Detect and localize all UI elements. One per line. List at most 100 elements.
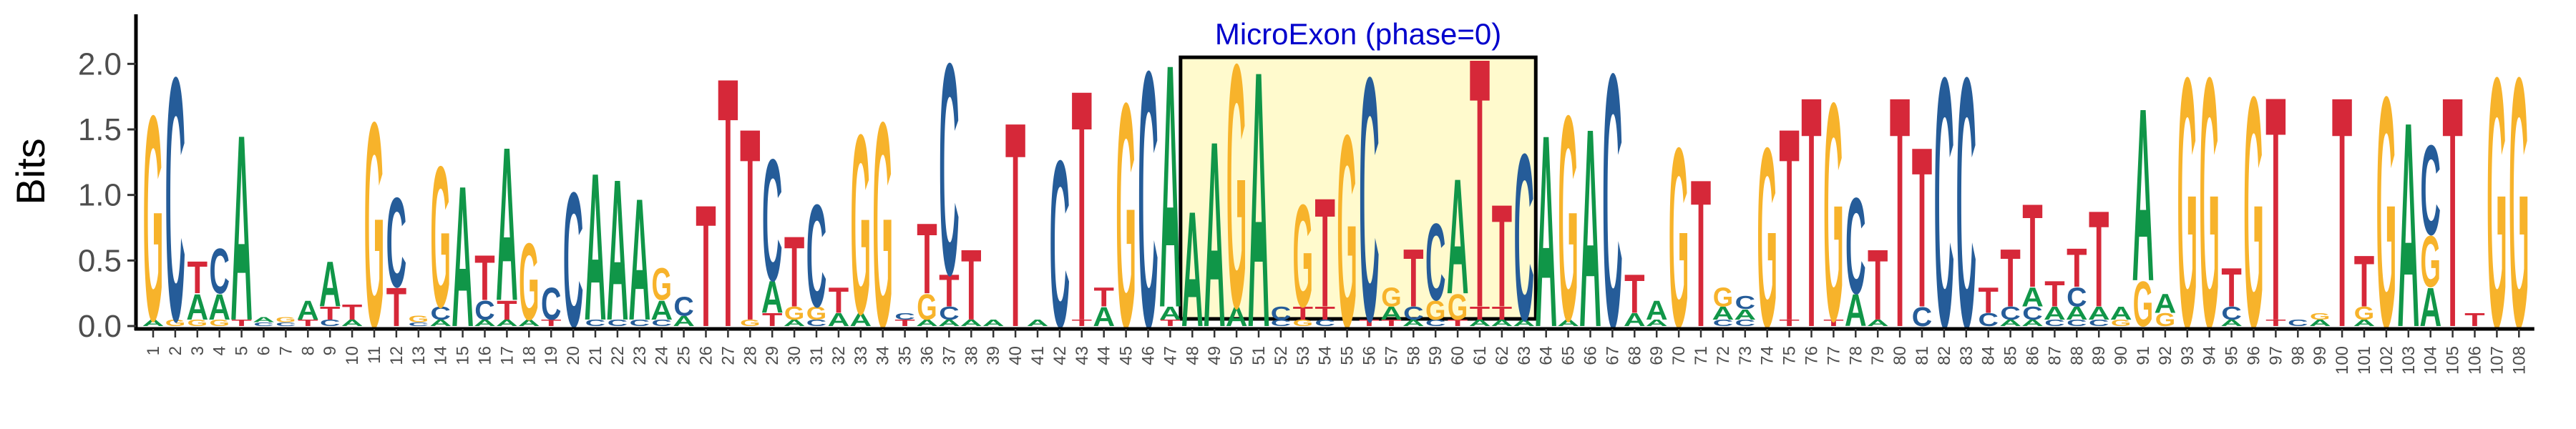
x-tick-label: 54 [1316,346,1335,365]
x-tick-label: 90 [2112,346,2131,365]
logo-letter-a: A [585,129,607,365]
logo-letter-g: G [2420,221,2440,303]
x-tick-label: 23 [630,346,650,365]
logo-letter-t: T [2044,274,2065,315]
logo-letter-a: A [1226,301,1248,332]
x-tick-label: 78 [1846,346,1865,365]
x-tick-label: 31 [807,346,826,365]
logo-letter-g: G [165,317,185,327]
logo-letter-a: A [2088,303,2110,323]
logo-letter-a: A [1513,318,1535,328]
logo-letter-g: G [1713,282,1733,312]
x-tick-label: 30 [785,346,804,365]
x-tick-label: 68 [1625,346,1644,365]
x-tick-label: 27 [718,346,738,365]
logo-letter-a: A [2021,318,2044,328]
x-ticks: 1 2 3 4 5 6 7 8 9 10 11 12 13 14 15 16 17 18 19 20 21 22 23 24 2… [144,329,2529,375]
logo-letter-c: C [1314,318,1335,328]
logo-letter-c: C [320,318,340,328]
logo-letter-g: G [2243,29,2263,397]
logo-letter-t: T [2000,232,2020,325]
logo-letter-t: T [784,216,804,328]
y-tick-label: 1.5 [78,112,122,147]
x-tick-label: 69 [1647,346,1667,365]
logo-letter-t: T [1779,71,1799,378]
logo-letter-c: C [1934,4,1954,403]
x-tick-label: 73 [1736,346,1755,365]
logo-letter-g: G [430,124,450,350]
x-tick-label: 81 [1913,346,1932,365]
logo-letter-g: G [1226,0,1246,381]
logo-letter-a: A [2220,318,2243,328]
logo-letter-a: A [2044,303,2066,323]
x-tick-label: 102 [2377,346,2396,375]
logo-letter-g: G [1448,287,1468,327]
logo-letter-t: T [1470,303,1490,324]
logo-letter-a: A [1491,318,1513,328]
x-tick-label: 46 [1139,346,1158,365]
x-tick-label: 13 [409,346,429,365]
x-tick-label: 61 [1470,346,1490,365]
logo-letter-g: G [275,315,296,323]
x-tick-label: 63 [1515,346,1534,365]
logo-letter-c: C [2089,318,2109,328]
logo-letter-t: T [2332,29,2352,397]
highlight-layer: MicroExon (phase=0) [1179,17,1538,321]
logo-letter-t: T [1823,318,1844,328]
x-tick-label: 87 [2045,346,2064,365]
logo-letter-t: T [1890,29,1910,397]
x-tick-label: 106 [2466,346,2485,375]
x-tick-label: 14 [431,346,451,365]
logo-letter-a: A [1557,318,1579,328]
x-tick-label: 99 [2311,346,2330,365]
x-tick-label: 55 [1338,346,1357,365]
logo-letter-g: G [784,302,804,323]
logo-letter-c: C [430,303,450,324]
x-tick-label: 25 [675,346,694,365]
logo-letter-a: A [2353,318,2376,328]
logo-letter-t: T [2464,310,2484,330]
x-tick-label: 20 [564,346,583,365]
logo-letter-c: C [1403,303,1423,324]
logo-letter-g: G [2487,4,2507,403]
logo-letter-a: A [2066,303,2088,323]
x-tick-label: 91 [2134,346,2153,365]
logo-letter-a: A [828,310,850,330]
logo-letter-a: A [650,295,673,326]
logo-letter-t: T [1314,167,1335,340]
logo-letter-t: T [894,318,915,328]
logo-letter-t: T [1978,281,1999,322]
logo-letter-a: A [474,318,496,328]
logo-letter-t: T [1314,303,1335,324]
x-tick-label: 39 [984,346,1003,365]
x-tick-label: 10 [343,346,362,365]
logo-letter-t: T [320,303,340,324]
logo-letter-t: T [1868,230,1888,342]
logo-letter-c: C [630,318,650,328]
logo-letter-g: G [851,81,871,368]
x-tick-label: 37 [940,346,959,365]
logo-letter-c: C [894,312,914,322]
logo-letter-t: T [1779,318,1800,328]
logo-letter-c: C [275,321,296,327]
logo-letter-t: T [2221,258,2242,319]
logo-letter-a: A [2397,61,2419,389]
logo-letter-t: T [1359,318,1380,328]
logo-letter-c: C [474,295,494,325]
y-tick-label: 1.0 [78,178,122,213]
logo-letter-t: T [718,4,738,403]
logo-letter-t: T [917,203,937,315]
x-tick-label: 52 [1272,346,1291,365]
x-tick-label: 29 [763,346,782,365]
x-tick-label: 74 [1758,346,1777,365]
logo-letter-t: T [829,281,849,322]
logo-letter-g: G [187,317,208,327]
x-tick-label: 88 [2067,346,2087,365]
logo-letter-c: C [1713,318,1733,328]
logo-letter-g: G [1116,36,1136,394]
logo-letter-a: A [938,318,960,328]
logo-letter-c: C [939,303,959,324]
logo-letter-t: T [342,300,362,325]
x-tick-label: 84 [1979,346,1999,365]
logo-letter-a: A [496,102,518,347]
